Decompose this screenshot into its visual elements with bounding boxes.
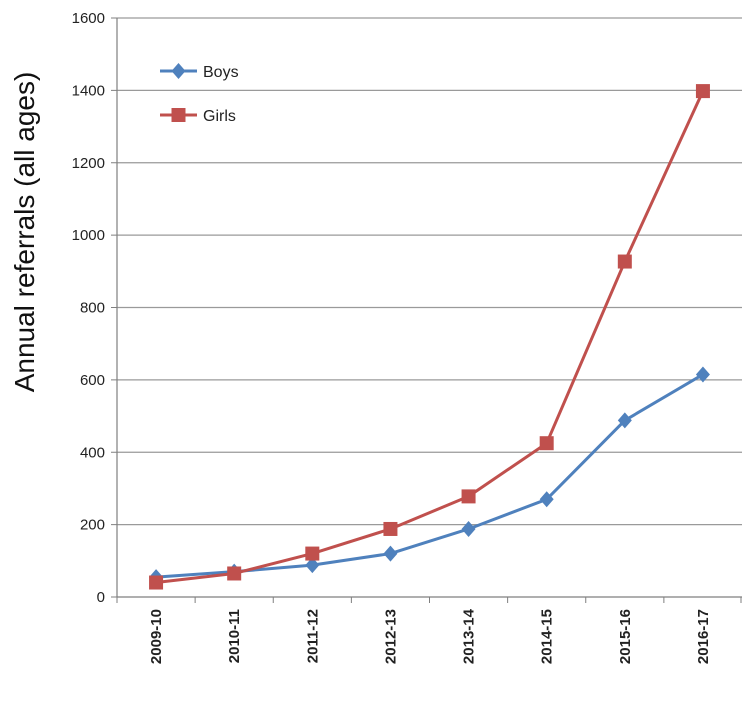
x-tick-label: 2009-10 (148, 609, 165, 664)
y-axis-label: Annual referrals (all ages) (9, 72, 40, 393)
data-point (305, 557, 320, 574)
x-tick-label: 2013-14 (461, 608, 478, 664)
y-tick-label: 400 (80, 444, 105, 461)
legend-item-girls: Girls (160, 108, 236, 125)
series-line-boys (155, 373, 704, 579)
y-tick-label: 800 (80, 300, 105, 317)
x-tick-label: 2011-12 (304, 609, 321, 663)
legend-label: Boys (203, 64, 239, 81)
data-point (227, 566, 242, 581)
axes (111, 17, 742, 603)
legend-label: Girls (203, 108, 236, 125)
y-tick-label: 200 (80, 517, 105, 534)
y-tick-label: 1400 (72, 82, 105, 99)
legend-marker (171, 63, 186, 79)
data-point (383, 545, 398, 562)
x-tick-label: 2010-11 (226, 609, 243, 663)
y-tick-label: 600 (80, 372, 105, 389)
data-point (695, 84, 710, 99)
x-tick-labels: 2009-10 2010-11 2011-12 2012-13 2013-14 2014-… (148, 608, 712, 664)
data-point (539, 491, 554, 508)
data-point (539, 436, 554, 451)
y-tick-label: 0 (97, 589, 105, 606)
y-tick-label: 1600 (72, 10, 105, 27)
data-point (305, 546, 320, 561)
series-group (149, 84, 710, 590)
legend-marker (171, 108, 186, 122)
y-tick-label: 1000 (72, 227, 105, 244)
x-tick-label: 2016-17 (695, 609, 712, 664)
y-tick-labels: 0 200 400 600 800 1000 1200 1400 1600 (72, 10, 105, 606)
x-tick-label: 2015-16 (617, 609, 634, 664)
legend-item-boys: Boys (160, 63, 239, 81)
data-point (461, 520, 476, 537)
data-point (383, 521, 398, 536)
gridlines (117, 17, 742, 526)
y-tick-label: 1200 (72, 155, 105, 172)
x-tick-label: 2014-15 (539, 609, 556, 664)
data-point (695, 366, 710, 383)
data-point (461, 489, 476, 504)
legend: Boys Girls (160, 63, 239, 125)
data-point (149, 575, 164, 590)
data-point (617, 412, 632, 429)
data-point (617, 254, 632, 269)
x-tick-label: 2012-13 (382, 609, 399, 664)
series-line-girls (155, 90, 705, 585)
